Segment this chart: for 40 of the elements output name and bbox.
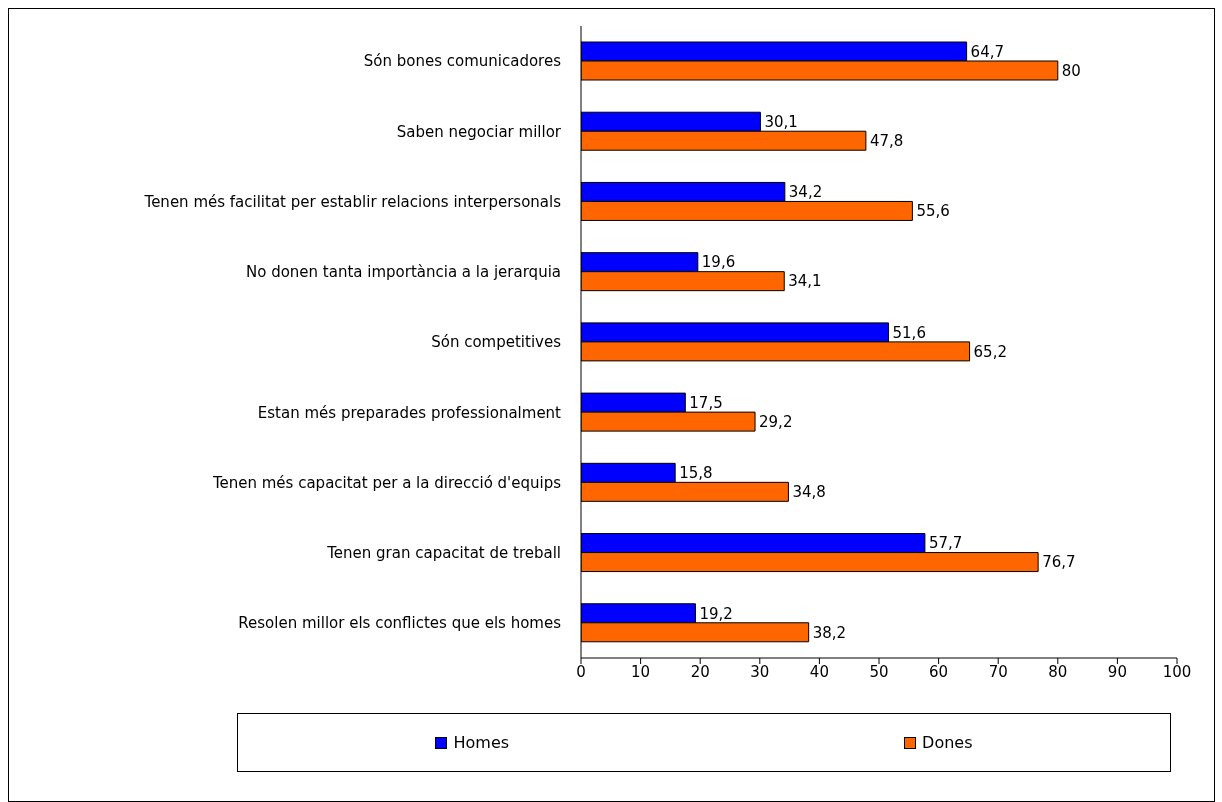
- y-tick-label: Resolen millor els conflictes que els homes: [238, 614, 562, 633]
- data-label: 30,1: [764, 113, 798, 132]
- data-label: 17,5: [689, 393, 723, 412]
- data-label: 19,6: [701, 253, 736, 272]
- x-tick-label: 20: [690, 662, 710, 681]
- x-tick-label: 60: [929, 662, 949, 681]
- y-tick-label: Són bones comunicadores: [363, 52, 562, 71]
- data-label: 34,1: [788, 272, 822, 291]
- legend-label: Homes: [453, 733, 510, 752]
- data-label: 64,7: [970, 42, 1005, 61]
- y-tick-label: Estan més preparades professionalment: [257, 403, 562, 422]
- data-label: 65,2: [973, 342, 1007, 361]
- data-label: 19,2: [699, 604, 733, 623]
- data-label: 38,2: [812, 623, 847, 642]
- y-tick-label: Tenen gran capacitat de treball: [326, 543, 561, 562]
- x-tick-label: 40: [809, 662, 829, 681]
- legend-label: Dones: [922, 733, 973, 752]
- data-label: 34,8: [792, 483, 826, 502]
- data-label: 47,8: [869, 132, 904, 151]
- y-tick-label: Són competitives: [431, 333, 562, 352]
- x-tick-label: 0: [576, 662, 586, 681]
- x-tick-label: 80: [1048, 662, 1068, 681]
- data-label: 51,6: [892, 323, 926, 342]
- x-tick-label: 10: [631, 662, 651, 681]
- y-tick-label: No donen tanta importància a la jerarquia: [245, 263, 561, 282]
- x-tick-label: 50: [869, 662, 889, 681]
- x-tick-label: 100: [1162, 662, 1192, 681]
- x-tick-label: 70: [988, 662, 1008, 681]
- data-label: 55,6: [916, 202, 950, 221]
- data-label: 15,8: [679, 464, 713, 483]
- data-label: 34,2: [788, 183, 823, 202]
- data-label: 29,2: [759, 412, 793, 431]
- y-tick-label: Saben negociar millor: [396, 122, 562, 141]
- data-label: 76,7: [1042, 553, 1076, 572]
- x-tick-label: 30: [750, 662, 770, 681]
- data-label: 57,7: [928, 534, 963, 553]
- y-tick-label: Tenen més facilitat per establir relacions interpersonals: [143, 192, 562, 211]
- data-label: 80: [1061, 61, 1081, 80]
- y-tick-label: Tenen més capacitat per a la direcció d'equips: [211, 473, 562, 492]
- x-tick-label: 90: [1107, 662, 1127, 681]
